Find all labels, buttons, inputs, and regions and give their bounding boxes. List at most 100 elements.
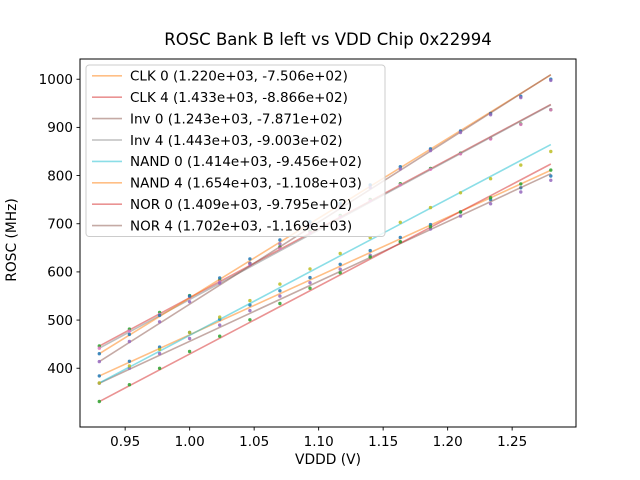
legend-label: NAND 0 (1.414e+03, -9.456e+02)	[130, 154, 362, 170]
data-point	[338, 267, 342, 271]
x-tick-label: 1.15	[368, 434, 398, 450]
legend-label: CLK 4 (1.433e+03, -8.866e+02)	[130, 90, 348, 106]
data-point	[248, 298, 252, 303]
data-point	[187, 294, 192, 298]
data-point	[519, 95, 523, 100]
data-point	[488, 137, 493, 141]
data-point	[519, 163, 523, 167]
data-point	[97, 359, 102, 364]
data-point	[157, 351, 162, 356]
data-point	[519, 182, 523, 186]
data-point	[218, 315, 222, 319]
data-point	[428, 205, 433, 210]
data-point	[127, 364, 132, 368]
data-point	[398, 240, 402, 244]
data-point	[127, 339, 132, 344]
data-point	[549, 108, 553, 112]
y-tick-label: 700	[47, 217, 73, 233]
data-point	[308, 275, 312, 280]
chart-title: ROSC Bank B left vs VDD Chip 0x22994	[164, 30, 492, 49]
legend-entry-clk-0: CLK 0 (1.220e+03, -7.506e+02)	[92, 69, 348, 85]
data-point	[97, 352, 102, 356]
data-point	[458, 214, 463, 218]
x-axis-label: VDDD (V)	[295, 452, 361, 468]
y-tick-label: 1000	[39, 72, 73, 88]
x-axis-ticks: 0.95 1.00 1.05 1.10 1.15 1.20 1.25	[110, 427, 527, 450]
data-point	[187, 300, 192, 304]
data-point	[157, 320, 162, 324]
data-point	[218, 323, 222, 327]
data-point	[127, 332, 132, 337]
data-point	[97, 374, 102, 378]
legend-box	[85, 64, 386, 237]
data-point	[488, 177, 493, 181]
data-point	[157, 347, 162, 352]
x-tick-label: 1.10	[304, 434, 334, 450]
legend-entry-inv-4: Inv 4 (1.443e+03, -9.003e+02)	[92, 133, 343, 149]
data-point	[97, 399, 102, 404]
data-point	[278, 282, 282, 286]
data-point	[398, 235, 402, 240]
data-point	[127, 383, 132, 387]
data-point	[187, 349, 192, 354]
series-nand-0	[97, 143, 553, 385]
data-point	[308, 286, 312, 290]
data-point	[549, 149, 553, 154]
data-point	[338, 271, 342, 275]
data-point	[248, 318, 252, 322]
data-point	[218, 276, 222, 280]
data-point	[127, 359, 132, 363]
fit-line	[99, 172, 552, 384]
data-point	[428, 148, 433, 153]
data-point	[519, 190, 523, 194]
x-tick-label: 1.00	[175, 434, 205, 450]
data-point	[549, 78, 553, 83]
legend-label: NAND 4 (1.654e+03, -1.108e+03)	[130, 176, 362, 192]
data-point	[398, 183, 402, 187]
data-point	[187, 330, 192, 335]
data-point	[278, 294, 282, 298]
fit-line	[99, 169, 552, 377]
data-point	[398, 220, 402, 224]
data-point	[248, 261, 252, 266]
data-point	[398, 167, 402, 171]
data-point	[278, 242, 282, 246]
data-point	[278, 238, 282, 242]
x-tick-label: 1.05	[239, 434, 269, 450]
data-point	[458, 152, 463, 156]
data-point	[338, 251, 342, 256]
data-point	[488, 113, 493, 117]
data-point	[97, 346, 102, 350]
data-point	[368, 255, 372, 259]
data-point	[488, 196, 493, 200]
data-point	[157, 313, 162, 318]
data-point	[187, 336, 192, 341]
legend-entry-inv-0: Inv 0 (1.243e+03, -7.871e+02)	[92, 111, 343, 127]
data-point	[248, 257, 252, 261]
data-point	[218, 281, 222, 285]
data-point	[308, 281, 312, 285]
y-tick-label: 600	[47, 265, 73, 281]
legend-entry-nand-0: NAND 0 (1.414e+03, -9.456e+02)	[92, 154, 362, 170]
y-tick-label: 900	[47, 120, 73, 136]
data-point	[549, 178, 553, 182]
data-point	[458, 210, 463, 214]
y-axis-ticks: 400 500 600 700 800 900 1000	[39, 72, 80, 377]
legend-label: NOR 4 (1.702e+03, -1.169e+03)	[130, 218, 352, 234]
legend-label: NOR 0 (1.409e+03, -9.795e+02)	[130, 197, 352, 213]
data-point	[488, 202, 493, 206]
data-point	[278, 289, 282, 293]
data-point	[549, 174, 553, 178]
legend-label: CLK 0 (1.220e+03, -7.506e+02)	[130, 69, 348, 85]
y-tick-label: 800	[47, 168, 73, 184]
series-nor-0	[97, 163, 553, 404]
x-tick-label: 1.25	[497, 434, 527, 450]
x-tick-label: 0.95	[110, 434, 140, 450]
data-point	[157, 366, 162, 370]
legend-entry-clk-4: CLK 4 (1.433e+03, -8.866e+02)	[92, 90, 348, 106]
data-point	[519, 122, 523, 127]
legend-label: Inv 0 (1.243e+03, -7.871e+02)	[130, 111, 343, 127]
data-point	[428, 225, 433, 229]
